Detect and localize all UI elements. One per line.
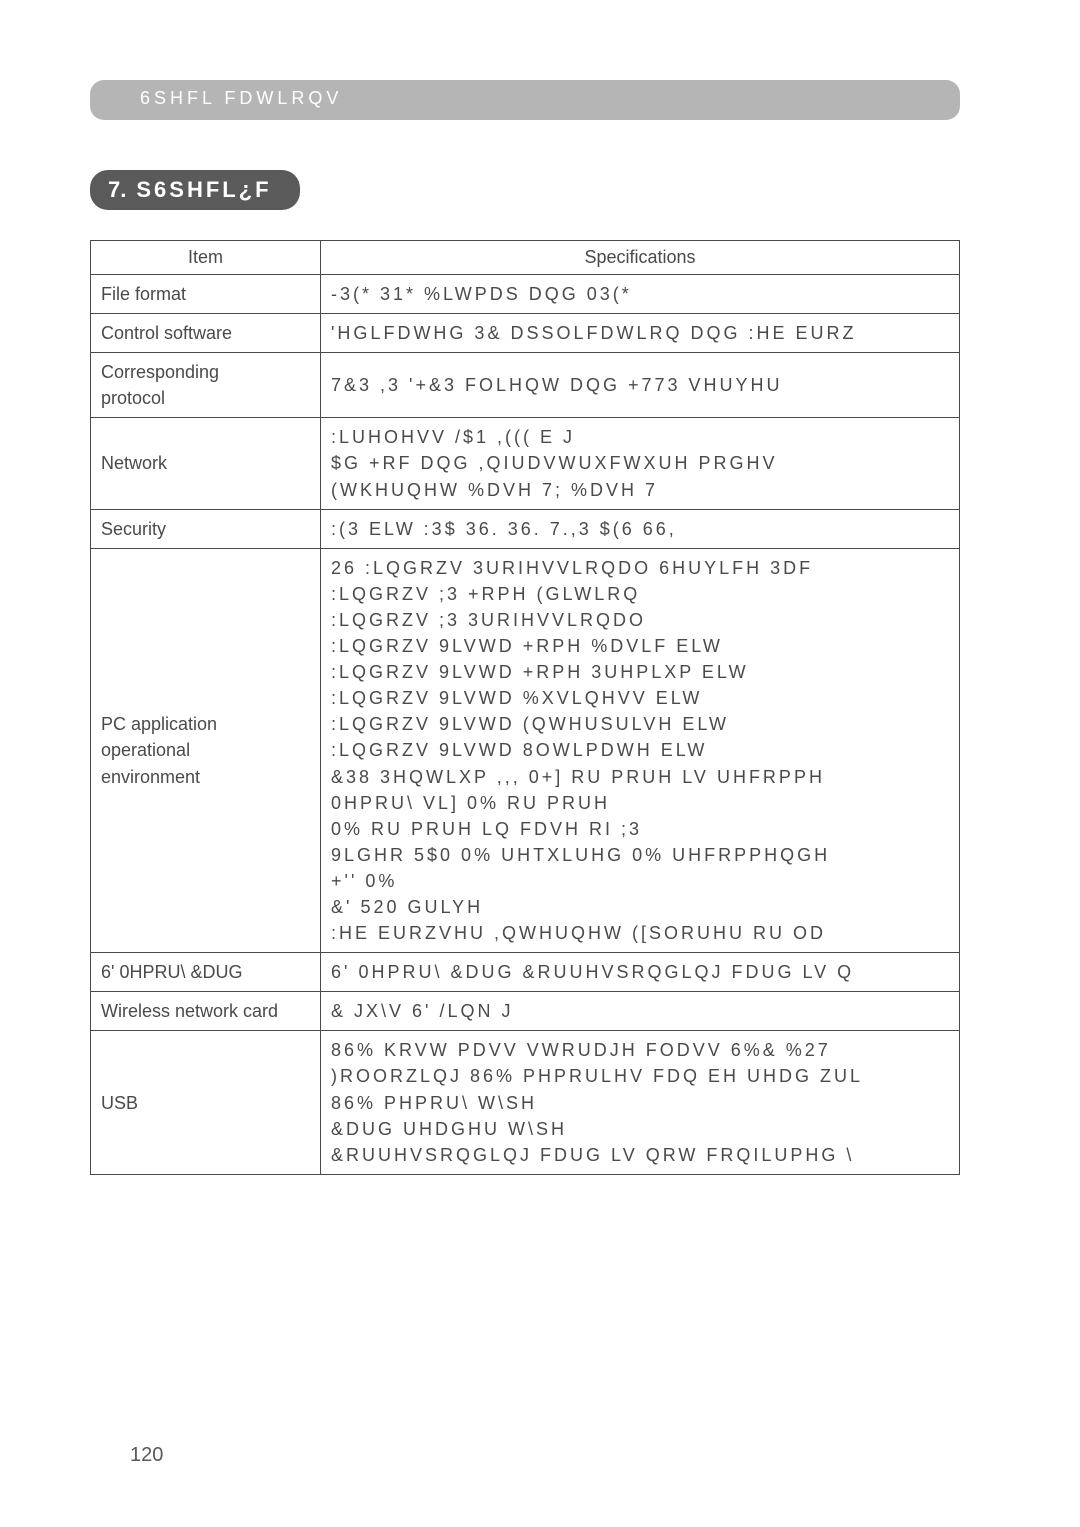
page-header-bar: 6SHFL FDWLRQV <box>90 80 960 120</box>
cell-spec: 6' 0HPRU\ &DUG &RUUHVSRQGLQJ FDUG LV Q <box>321 953 960 992</box>
cell-spec: -3(* 31* %LWPDS DQG 03(* <box>321 275 960 314</box>
badge-text: S6SHFL¿F <box>136 177 271 203</box>
cell-spec: 'HGLFDWHG 3& DSSOLFDWLRQ DQG :HE EURZ <box>321 314 960 353</box>
cell-item: 6' 0HPRU\ &DUG <box>91 953 321 992</box>
cell-spec: 7&3 ,3 '+&3 FOLHQW DQG +773 VHUYHU <box>321 353 960 418</box>
table-row: Security:(3 ELW :3$ 36. 36. 7.,3 $(6 66, <box>91 509 960 548</box>
cell-item: Network <box>91 418 321 509</box>
table-header-row: Item Specifications <box>91 241 960 275</box>
cell-spec: & JX\V 6' /LQN J <box>321 992 960 1031</box>
table-row: Corresponding protocol7&3 ,3 '+&3 FOLHQW… <box>91 353 960 418</box>
cell-item: Control software <box>91 314 321 353</box>
cell-item: USB <box>91 1031 321 1174</box>
cell-spec: 86% KRVW PDVV VWRUDJH FODVV 6%& %27 )ROO… <box>321 1031 960 1174</box>
cell-item: Wireless network card <box>91 992 321 1031</box>
section-badge: 7. S6SHFL¿F <box>90 170 300 210</box>
table-row: 6' 0HPRU\ &DUG6' 0HPRU\ &DUG &RUUHVSRQGL… <box>91 953 960 992</box>
header-text: 6SHFL FDWLRQV <box>140 88 342 108</box>
table-row: PC application operational environment26… <box>91 548 960 952</box>
badge-number: 7. <box>108 177 126 203</box>
cell-spec: :(3 ELW :3$ 36. 36. 7.,3 $(6 66, <box>321 509 960 548</box>
cell-item: PC application operational environment <box>91 548 321 952</box>
table-row: File format-3(* 31* %LWPDS DQG 03(* <box>91 275 960 314</box>
table-row: Wireless network card& JX\V 6' /LQN J <box>91 992 960 1031</box>
col-header-item: Item <box>91 241 321 275</box>
cell-spec: :LUHOHVV /$1 ,((( E J $G +RF DQG ,QIUDVW… <box>321 418 960 509</box>
cell-item: File format <box>91 275 321 314</box>
spec-table: Item Specifications File format-3(* 31* … <box>90 240 960 1175</box>
badge-pill: 7. S6SHFL¿F <box>90 170 300 210</box>
cell-item: Security <box>91 509 321 548</box>
table-row: USB86% KRVW PDVV VWRUDJH FODVV 6%& %27 )… <box>91 1031 960 1174</box>
table-row: Control software'HGLFDWHG 3& DSSOLFDWLRQ… <box>91 314 960 353</box>
cell-item: Corresponding protocol <box>91 353 321 418</box>
col-header-spec: Specifications <box>321 241 960 275</box>
cell-spec: 26 :LQGRZV 3URIHVVLRQDO 6HUYLFH 3DF :LQG… <box>321 548 960 952</box>
table-row: Network:LUHOHVV /$1 ,((( E J $G +RF DQG … <box>91 418 960 509</box>
page-number: 120 <box>130 1444 163 1467</box>
